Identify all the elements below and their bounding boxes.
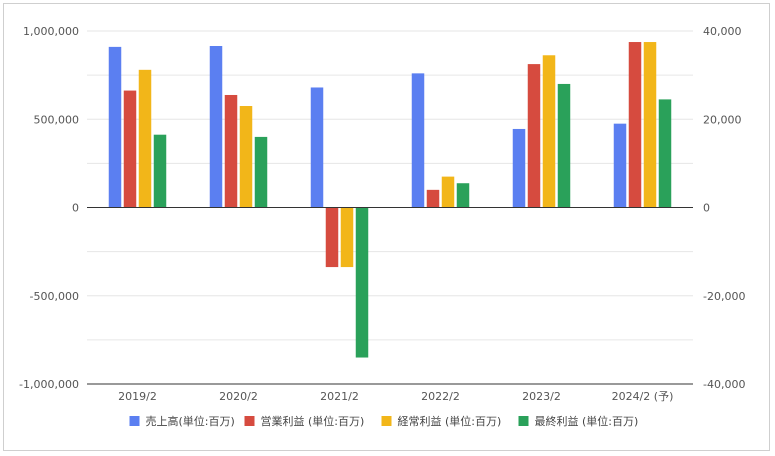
bar: [557, 83, 571, 208]
right-tick-label: 20,000: [703, 113, 742, 126]
bar: [643, 42, 657, 208]
left-tick-label: 0: [72, 202, 79, 215]
bar: [628, 42, 642, 208]
bar: [310, 87, 324, 208]
right-tick-label: -20,000: [703, 290, 745, 303]
bar: [658, 99, 672, 208]
bar: [512, 128, 526, 208]
bar: [138, 69, 152, 208]
bar: [355, 207, 369, 358]
x-tick-label: 2019/2: [118, 390, 157, 403]
legend: 売上高(単位:百万) 営業利益 (単位:百万) 経常利益 (単位:百万) 最終利益 (…: [129, 414, 639, 428]
legend-swatch: [381, 416, 392, 426]
bar: [542, 55, 556, 208]
legend-swatch: [518, 416, 529, 426]
bar: [108, 46, 122, 208]
left-tick-label: -500,000: [30, 290, 79, 303]
legend-label: 売上高(単位:百万): [146, 414, 235, 428]
chart-frame: [3, 3, 770, 451]
x-tick-label: 2023/2: [522, 390, 561, 403]
legend-swatch: [129, 416, 140, 426]
bars: [108, 42, 672, 358]
bar: [340, 207, 354, 268]
left-tick-label: 500,000: [34, 113, 80, 126]
bar: [411, 73, 425, 208]
bar: [254, 136, 268, 208]
left-tick-label: -1,000,000: [19, 378, 79, 391]
bar: [153, 134, 167, 208]
right-axis-ticks: 40,000 20,000 0 -20,000 -40,000: [703, 25, 745, 391]
bar: [224, 94, 238, 208]
right-tick-label: -40,000: [703, 378, 745, 391]
legend-label: 経常利益 (単位:百万): [398, 414, 502, 428]
bar: [441, 176, 455, 208]
right-tick-label: 40,000: [703, 25, 742, 38]
bar: [209, 46, 223, 208]
bar: [426, 189, 440, 208]
bar: [325, 207, 339, 268]
bar: [527, 64, 541, 208]
x-axis-ticks: 2019/2 2020/2 2021/2 2022/2 2023/2 2024/2 (予): [118, 390, 673, 403]
right-tick-label: 0: [703, 202, 710, 215]
legend-label: 営業利益 (単位:百万): [261, 414, 365, 428]
bar: [123, 90, 137, 208]
x-tick-label: 2024/2 (予): [612, 390, 674, 403]
legend-swatch: [244, 416, 255, 426]
left-tick-label: 1,000,000: [23, 25, 79, 38]
left-axis-ticks: 1,000,000 500,000 0 -500,000 -1,000,000: [19, 25, 79, 391]
bar: [239, 106, 253, 208]
axes: [87, 207, 693, 385]
bar: [613, 123, 627, 208]
x-tick-label: 2021/2: [320, 390, 359, 403]
x-tick-label: 2020/2: [219, 390, 258, 403]
x-tick-label: 2022/2: [421, 390, 460, 403]
bar: [456, 183, 470, 208]
legend-label: 最終利益 (単位:百万): [535, 414, 639, 428]
